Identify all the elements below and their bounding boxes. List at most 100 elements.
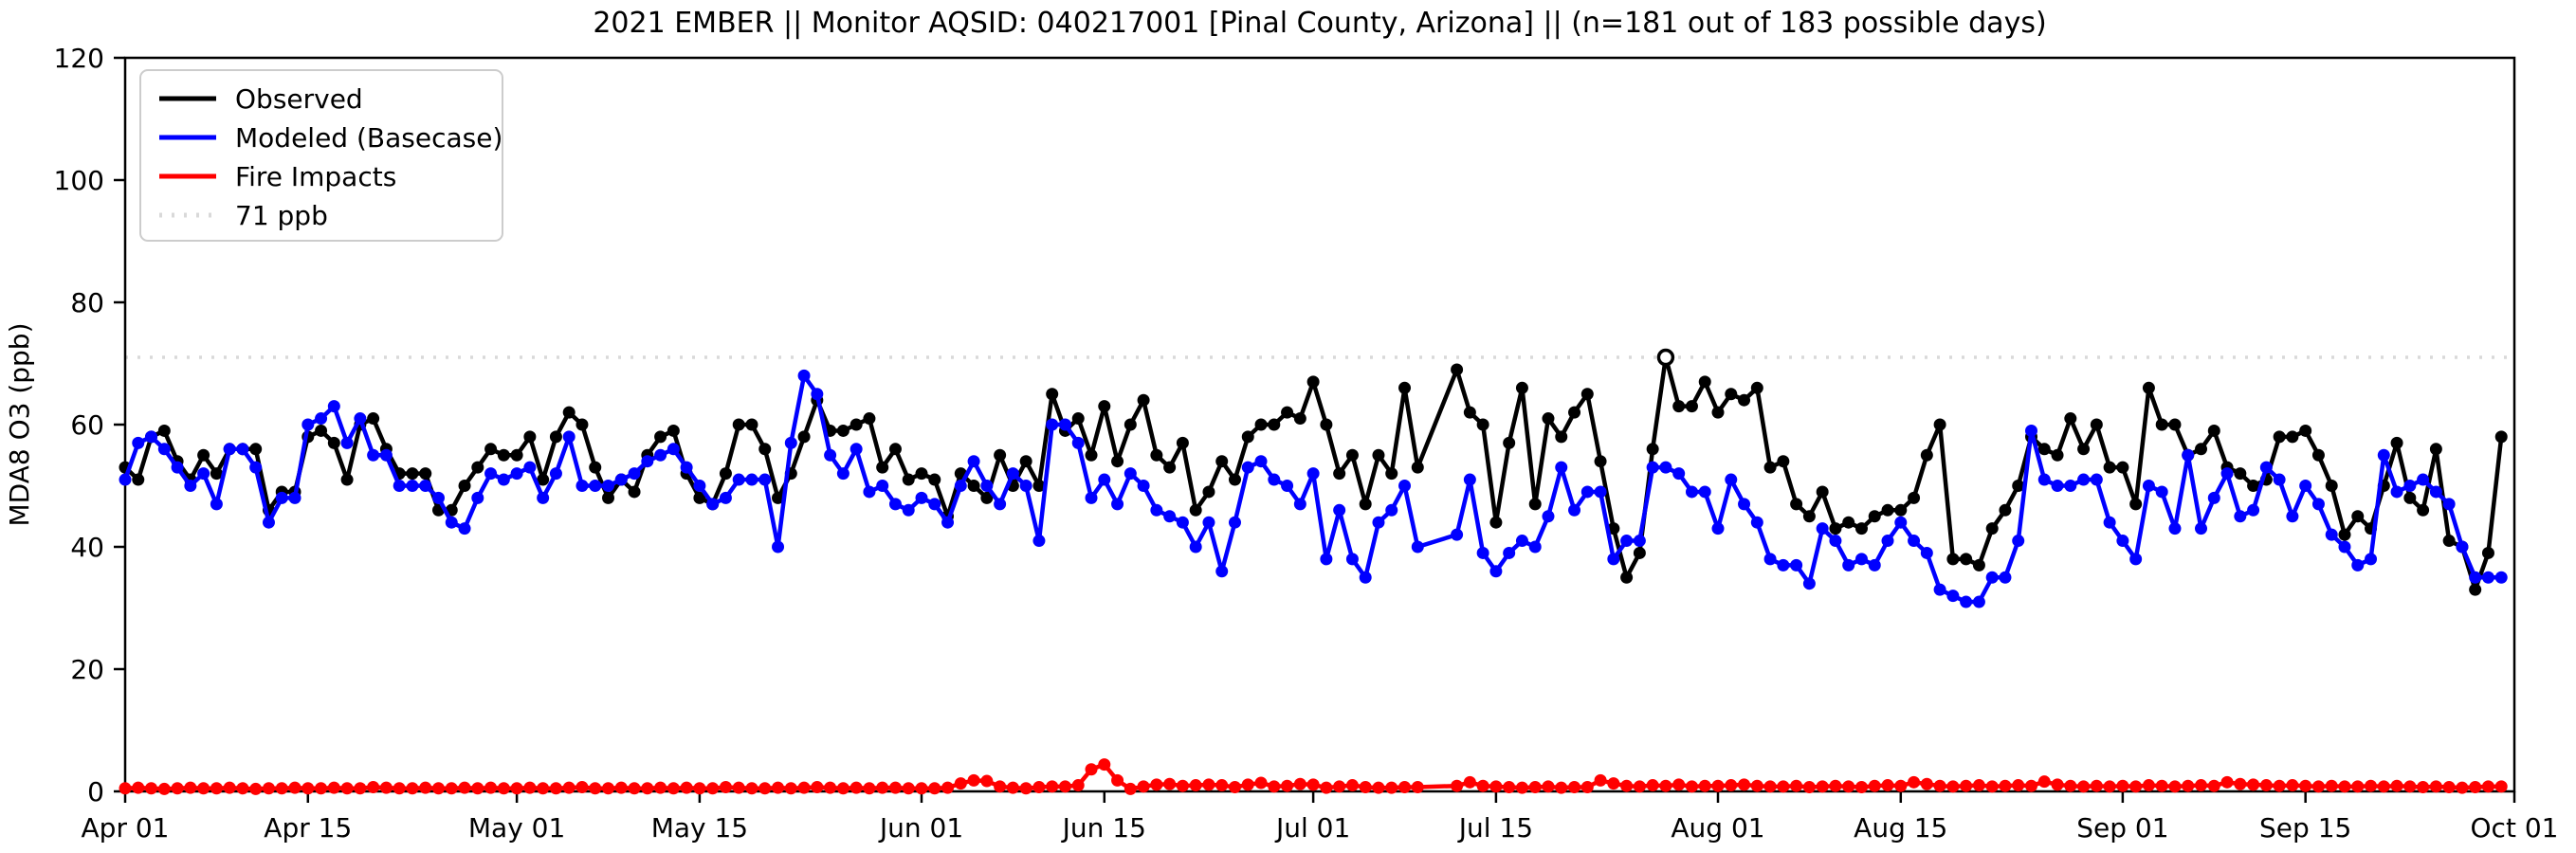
data-point xyxy=(1633,546,1646,559)
data-point xyxy=(1333,467,1346,481)
data-point xyxy=(523,461,537,474)
data-point xyxy=(1933,418,1946,431)
data-point xyxy=(145,782,158,795)
data-point xyxy=(1854,522,1868,535)
data-point xyxy=(1868,779,1881,792)
x-tick-label: Aug 01 xyxy=(1671,812,1764,844)
data-point xyxy=(2155,418,2168,431)
data-point xyxy=(2116,779,2129,792)
data-point xyxy=(902,782,915,795)
plot-area: 0 20 40 60 80 100 120 Apr 01 Apr 15 May 01 May 15 J… xyxy=(54,43,2559,844)
data-point xyxy=(1124,467,1137,481)
exceedance-point-marker xyxy=(1656,348,1675,367)
data-point xyxy=(2195,779,2208,792)
data-point xyxy=(184,480,197,492)
data-point xyxy=(340,436,354,449)
data-point xyxy=(1293,412,1306,426)
data-point xyxy=(2168,418,2182,431)
data-point xyxy=(706,498,720,511)
x-tick-label: Aug 15 xyxy=(1854,812,1947,844)
data-point xyxy=(249,443,263,456)
data-point xyxy=(562,430,575,444)
data-point xyxy=(471,461,484,474)
data-point xyxy=(811,780,824,793)
data-point xyxy=(484,781,498,794)
data-point xyxy=(994,780,1007,793)
data-point xyxy=(1515,381,1528,394)
data-point xyxy=(2325,528,2338,541)
data-point xyxy=(2377,780,2390,793)
data-point xyxy=(2247,503,2260,517)
data-point xyxy=(197,782,210,795)
data-point xyxy=(1908,775,1921,789)
data-point xyxy=(1202,485,1215,499)
y-tick-label: 100 xyxy=(54,165,104,196)
data-point xyxy=(1411,461,1424,474)
data-point xyxy=(1463,775,1476,789)
data-point xyxy=(2494,571,2508,584)
data-point xyxy=(1685,400,1698,413)
data-point xyxy=(223,443,236,456)
data-point xyxy=(549,782,562,795)
data-point xyxy=(732,418,745,431)
data-point xyxy=(1894,516,1908,529)
data-point xyxy=(628,467,641,481)
data-point xyxy=(602,782,615,795)
data-point xyxy=(706,782,720,795)
data-point xyxy=(2429,485,2442,499)
data-point xyxy=(262,782,275,795)
data-point xyxy=(119,473,132,486)
data-point xyxy=(2051,778,2064,791)
data-point xyxy=(732,473,745,486)
data-point xyxy=(2195,443,2208,456)
data-point xyxy=(719,780,732,793)
data-point xyxy=(1672,467,1686,481)
data-point xyxy=(458,781,471,794)
data-point xyxy=(602,491,615,504)
data-point xyxy=(745,782,758,795)
data-point xyxy=(1920,448,1933,462)
data-point xyxy=(1620,779,1634,792)
data-point xyxy=(2168,780,2182,793)
data-point xyxy=(2064,779,2077,792)
data-point xyxy=(301,782,315,795)
data-point xyxy=(1215,455,1229,468)
data-point xyxy=(2182,779,2195,792)
data-point xyxy=(2286,510,2299,523)
data-point xyxy=(2247,778,2260,791)
data-point xyxy=(941,781,955,794)
data-point xyxy=(602,480,615,492)
data-point xyxy=(1881,779,1894,792)
data-point xyxy=(1777,780,1790,793)
data-point xyxy=(1463,406,1476,419)
data-point xyxy=(132,436,145,449)
data-point xyxy=(1268,473,1281,486)
data-point xyxy=(1202,778,1215,791)
data-point xyxy=(863,412,876,426)
data-point xyxy=(2417,473,2430,486)
data-point xyxy=(797,781,811,794)
data-point xyxy=(1241,778,1254,791)
data-point xyxy=(2116,461,2129,474)
data-point xyxy=(797,369,811,382)
data-point xyxy=(680,461,693,474)
y-tick-label: 20 xyxy=(70,654,104,685)
data-point xyxy=(902,503,915,517)
data-point xyxy=(1685,780,1698,793)
data-point xyxy=(1946,553,1960,566)
data-point xyxy=(2403,480,2417,492)
data-point xyxy=(393,480,406,492)
data-point xyxy=(836,467,850,481)
data-point xyxy=(1711,522,1725,535)
data-point xyxy=(1032,780,1046,793)
data-point xyxy=(2351,510,2365,523)
data-point xyxy=(1098,758,1111,771)
data-point xyxy=(1854,780,1868,793)
data-point xyxy=(1842,516,1855,529)
data-point xyxy=(1228,473,1241,486)
data-point xyxy=(1738,393,1751,407)
data-point xyxy=(1150,448,1163,462)
data-point xyxy=(1254,776,1268,789)
data-point xyxy=(1124,418,1137,431)
